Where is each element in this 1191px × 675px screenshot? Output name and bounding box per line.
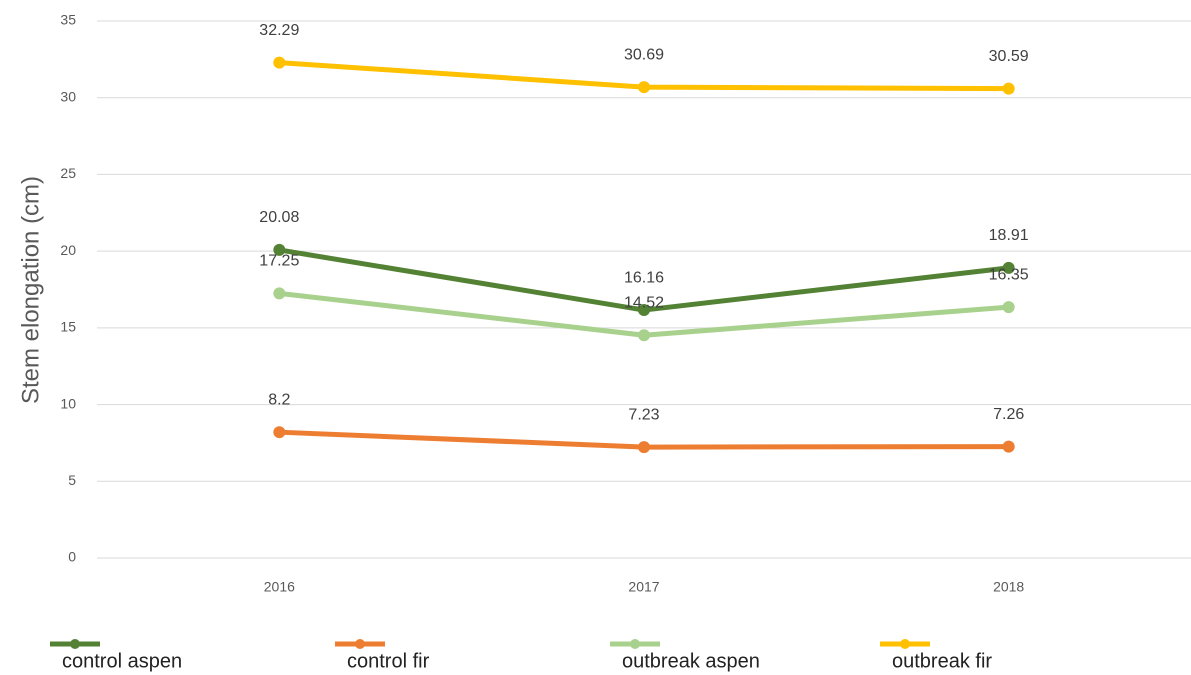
legend-marker [630,639,640,649]
marker [273,243,286,256]
y-tick-label: 10 [60,395,76,411]
marker [638,304,650,317]
y-tick-label: 35 [60,12,76,28]
y-axis-title: Stem elongation (cm) [17,176,44,404]
data-label: 8.2 [268,391,290,408]
data-label: 14.52 [624,294,664,311]
y-tick-label: 25 [60,165,76,181]
marker [273,56,286,69]
y-tick-label: 0 [68,549,76,565]
marker [273,426,286,439]
legend-marker [70,639,80,649]
x-tick-label: 2016 [264,579,295,595]
legend-marker [900,639,910,649]
data-label: 30.59 [989,48,1029,65]
marker [638,441,650,454]
data-label: 30.69 [624,46,664,63]
marker [1002,82,1015,95]
marker [1002,261,1015,274]
data-label: 16.16 [624,269,664,286]
y-tick-label: 15 [60,319,76,335]
x-tick-label: 2018 [993,579,1024,595]
legend-marker [355,639,365,649]
data-label: 32.29 [259,22,299,39]
legend-label: control fir [347,650,430,672]
legend-label: control aspen [62,650,182,672]
marker [1002,301,1015,314]
data-label: 7.26 [993,406,1024,423]
data-label: 7.23 [628,406,659,423]
data-label: 18.91 [989,227,1029,244]
marker [638,329,650,342]
marker [1002,440,1015,453]
data-label: 16.35 [989,266,1029,283]
y-tick-label: 20 [60,242,76,258]
data-label: 20.08 [259,209,299,226]
legend-label: outbreak aspen [622,650,760,672]
data-label: 17.25 [259,253,299,270]
marker [638,81,650,94]
legend-label: outbreak fir [892,650,992,672]
x-tick-label: 2017 [628,579,659,595]
y-tick-label: 30 [60,88,76,104]
marker [273,287,286,300]
y-tick-label: 5 [68,472,76,488]
